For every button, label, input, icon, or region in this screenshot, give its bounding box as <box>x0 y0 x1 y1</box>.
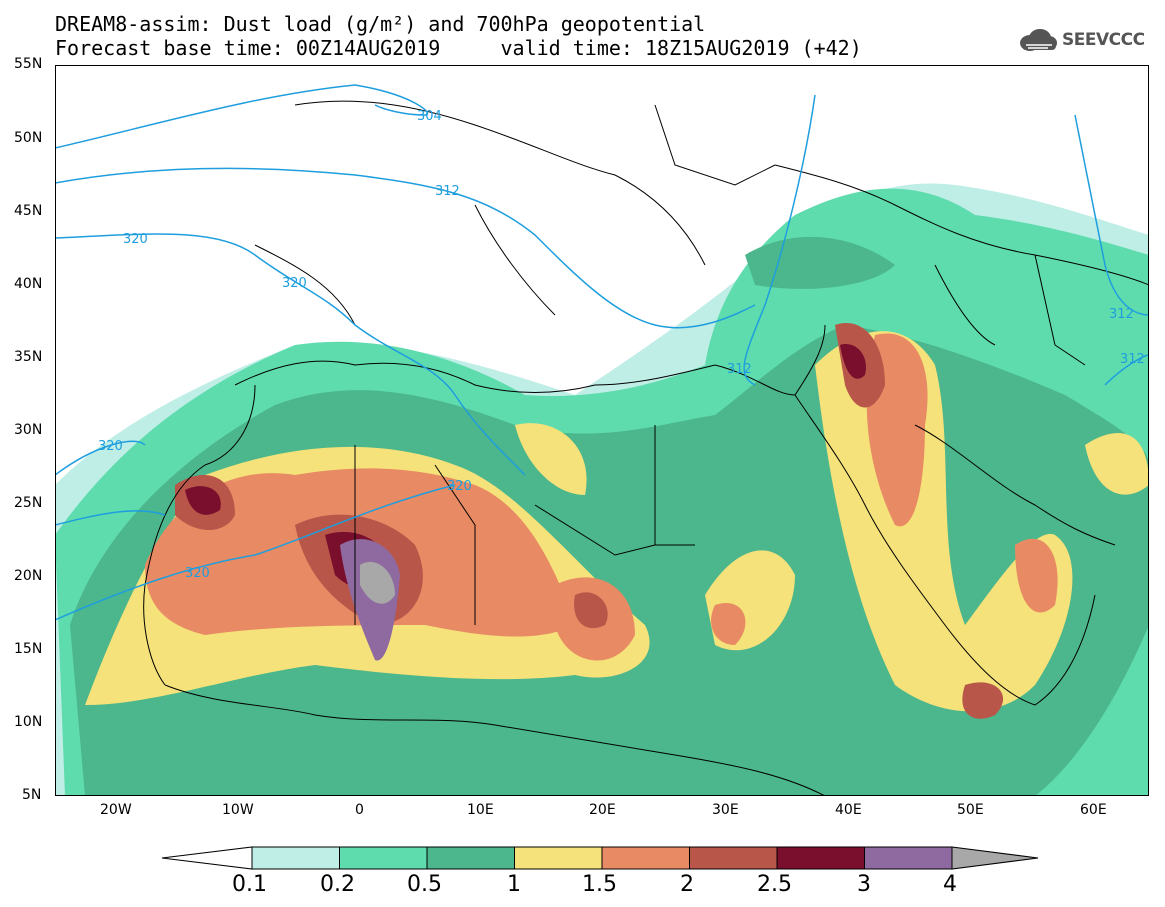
dust-load-map: 304 312 320 320 320 320 320 312 312 312 <box>55 65 1149 796</box>
colorbar <box>161 846 1039 870</box>
lon-label: 20E <box>589 802 616 818</box>
colorbar-cell <box>426 846 515 870</box>
colorbar-tick: 3 <box>857 872 871 897</box>
lon-label: 0 <box>355 802 364 818</box>
colorbar-tick: 0.1 <box>232 872 267 897</box>
forecast-times: Forecast base time: 00Z14AUG2019 valid t… <box>55 36 862 60</box>
colorbar-cell <box>339 846 428 870</box>
contour-label: 320 <box>447 479 472 494</box>
lat-label: 40N <box>14 276 43 292</box>
cloud-icon <box>1020 29 1057 51</box>
lat-label: 50N <box>14 130 43 146</box>
colorbar-high-arrow <box>951 846 1039 870</box>
colorbar-cell <box>251 846 340 870</box>
colorbar-cell <box>601 846 690 870</box>
map-frame <box>55 65 1149 796</box>
contour-label: 312 <box>435 184 460 199</box>
contour-label: 312 <box>727 362 752 377</box>
lat-label: 5N <box>22 787 42 803</box>
lat-label: 25N <box>14 495 43 511</box>
map-title: DREAM8-assim: Dust load (g/m²) and 700hP… <box>55 12 706 36</box>
lon-label: 60E <box>1080 802 1107 818</box>
lon-label: 50E <box>957 802 984 818</box>
contour-label: 320 <box>185 566 210 581</box>
lon-label: 30E <box>712 802 739 818</box>
contour-label: 320 <box>98 439 123 454</box>
lat-label: 55N <box>14 56 43 72</box>
contour-label: 320 <box>282 276 307 291</box>
lat-label: 45N <box>14 203 43 219</box>
lat-label: 10N <box>14 714 43 730</box>
colorbar-cell <box>776 846 865 870</box>
lon-label: 10W <box>222 802 254 818</box>
colorbar-tick: 2 <box>680 872 694 897</box>
logo-text: SEEVCCC <box>1062 30 1145 50</box>
dust-region-grey <box>360 561 395 604</box>
lon-label: 40E <box>835 802 862 818</box>
contour-label: 312 <box>1120 352 1145 367</box>
colorbar-tick: 4 <box>943 872 957 897</box>
lat-label: 30N <box>14 422 43 438</box>
colorbar-low-arrow <box>161 846 253 870</box>
contour-label: 320 <box>123 232 148 247</box>
colorbar-cell <box>689 846 778 870</box>
contour-label: 312 <box>1109 307 1134 322</box>
seevccc-logo: SEEVCCC <box>1018 28 1145 52</box>
contour-labels: 304 312 320 320 320 320 320 312 312 312 <box>98 109 1145 581</box>
contour-label: 304 <box>417 109 442 124</box>
lon-label: 20W <box>100 802 132 818</box>
geopotential-contours <box>55 84 1149 621</box>
country-borders <box>143 100 1149 796</box>
colorbar-cell <box>514 846 603 870</box>
lat-label: 35N <box>14 349 43 365</box>
lon-label: 10E <box>467 802 494 818</box>
colorbar-tick: 0.5 <box>407 872 442 897</box>
lat-label: 15N <box>14 641 43 657</box>
colorbar-tick: 0.2 <box>320 872 355 897</box>
colorbar-tick: 2.5 <box>757 872 792 897</box>
colorbar-tick: 1 <box>507 872 521 897</box>
lat-label: 20N <box>14 568 43 584</box>
colorbar-cell <box>864 846 953 870</box>
colorbar-tick: 1.5 <box>582 872 617 897</box>
